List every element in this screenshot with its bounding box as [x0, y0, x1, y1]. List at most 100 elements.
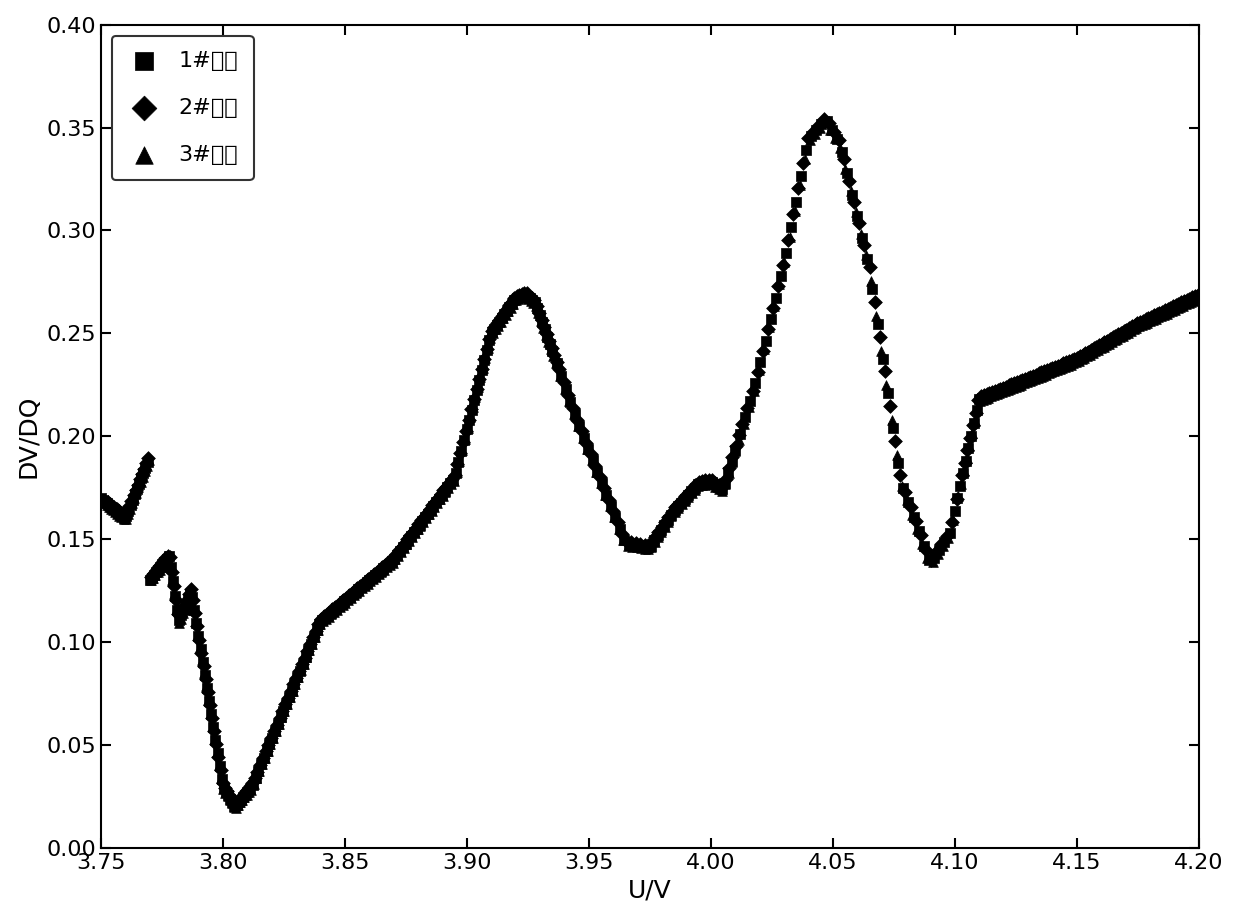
3#电芯: [343, 588, 363, 603]
2#电芯: [1078, 345, 1097, 359]
1#电芯: [817, 114, 837, 129]
2#电芯: [179, 587, 198, 602]
1#电芯: [402, 528, 422, 543]
1#电芯: [766, 290, 786, 305]
1#电芯: [909, 524, 929, 539]
3#电芯: [1151, 309, 1171, 323]
2#电芯: [1161, 301, 1180, 315]
3#电芯: [1164, 302, 1184, 317]
2#电芯: [1064, 352, 1084, 367]
2#电芯: [155, 551, 175, 566]
3#电芯: [521, 293, 541, 308]
3#电芯: [749, 363, 769, 378]
3#电芯: [156, 554, 176, 569]
3#电芯: [661, 509, 681, 524]
1#电芯: [1016, 373, 1035, 388]
1#电芯: [206, 732, 226, 747]
2#电芯: [839, 173, 859, 187]
3#电芯: [821, 122, 841, 137]
3#电芯: [222, 796, 242, 811]
1#电芯: [464, 392, 484, 407]
1#电芯: [631, 539, 651, 553]
2#电芯: [641, 535, 661, 550]
3#电芯: [951, 476, 971, 491]
3#电芯: [672, 497, 692, 512]
1#电芯: [883, 421, 903, 436]
2#电芯: [107, 502, 126, 516]
3#电芯: [319, 609, 339, 624]
3#电芯: [1006, 380, 1025, 394]
3#电芯: [1033, 369, 1053, 383]
2#电芯: [1172, 295, 1192, 310]
2#电芯: [1100, 332, 1120, 346]
3#电芯: [145, 568, 165, 583]
1#电芯: [1040, 363, 1060, 378]
3#电芯: [1064, 357, 1084, 371]
3#电芯: [366, 570, 386, 584]
2#电芯: [219, 788, 239, 802]
3#电芯: [316, 611, 336, 626]
2#电芯: [1179, 291, 1199, 306]
3#电芯: [744, 383, 764, 398]
3#电芯: [391, 545, 410, 560]
1#电芯: [740, 393, 760, 408]
2#电芯: [1125, 317, 1145, 332]
2#电芯: [428, 491, 448, 505]
2#电芯: [590, 470, 610, 484]
2#电芯: [345, 584, 365, 598]
3#电芯: [465, 390, 485, 404]
1#电芯: [110, 506, 130, 521]
1#电芯: [940, 526, 960, 540]
2#电芯: [1021, 369, 1040, 384]
1#电芯: [988, 384, 1008, 399]
3#电芯: [136, 459, 156, 473]
1#电芯: [299, 643, 319, 658]
1#电芯: [409, 517, 429, 532]
2#电芯: [405, 520, 425, 535]
2#电芯: [715, 471, 735, 486]
2#电芯: [1097, 334, 1117, 348]
1#电芯: [961, 428, 981, 443]
2#电芯: [971, 389, 991, 403]
3#电芯: [1118, 325, 1138, 340]
2#电芯: [522, 290, 542, 305]
3#电芯: [887, 448, 906, 462]
1#电芯: [1101, 333, 1121, 347]
2#电芯: [963, 418, 983, 433]
3#电芯: [1107, 332, 1127, 346]
1#电芯: [227, 798, 247, 812]
2#电芯: [1059, 354, 1079, 369]
2#电芯: [1025, 368, 1045, 382]
3#电芯: [578, 442, 598, 457]
1#电芯: [722, 454, 742, 469]
1#电芯: [745, 376, 765, 391]
3#电芯: [171, 611, 191, 626]
2#电芯: [211, 763, 231, 777]
3#电芯: [1123, 322, 1143, 336]
3#电芯: [123, 496, 143, 511]
3#电芯: [97, 497, 117, 512]
2#电芯: [185, 606, 205, 620]
1#电芯: [512, 289, 532, 303]
3#电芯: [1154, 308, 1174, 323]
1#电芯: [658, 513, 678, 528]
1#电芯: [635, 539, 655, 554]
1#电芯: [427, 495, 446, 510]
1#电芯: [706, 477, 725, 492]
3#电芯: [692, 478, 712, 493]
1#电芯: [156, 551, 176, 566]
1#电芯: [1158, 303, 1178, 318]
2#电芯: [520, 289, 539, 303]
2#电芯: [419, 502, 439, 516]
2#电芯: [193, 658, 213, 673]
3#电芯: [211, 770, 231, 785]
1#电芯: [1167, 300, 1187, 314]
1#电芯: [237, 785, 257, 800]
2#电芯: [582, 447, 601, 461]
2#电芯: [864, 294, 884, 309]
2#电芯: [849, 216, 869, 231]
1#电芯: [1169, 298, 1189, 312]
2#电芯: [672, 493, 692, 507]
1#电芯: [645, 533, 665, 548]
3#电芯: [109, 508, 129, 523]
